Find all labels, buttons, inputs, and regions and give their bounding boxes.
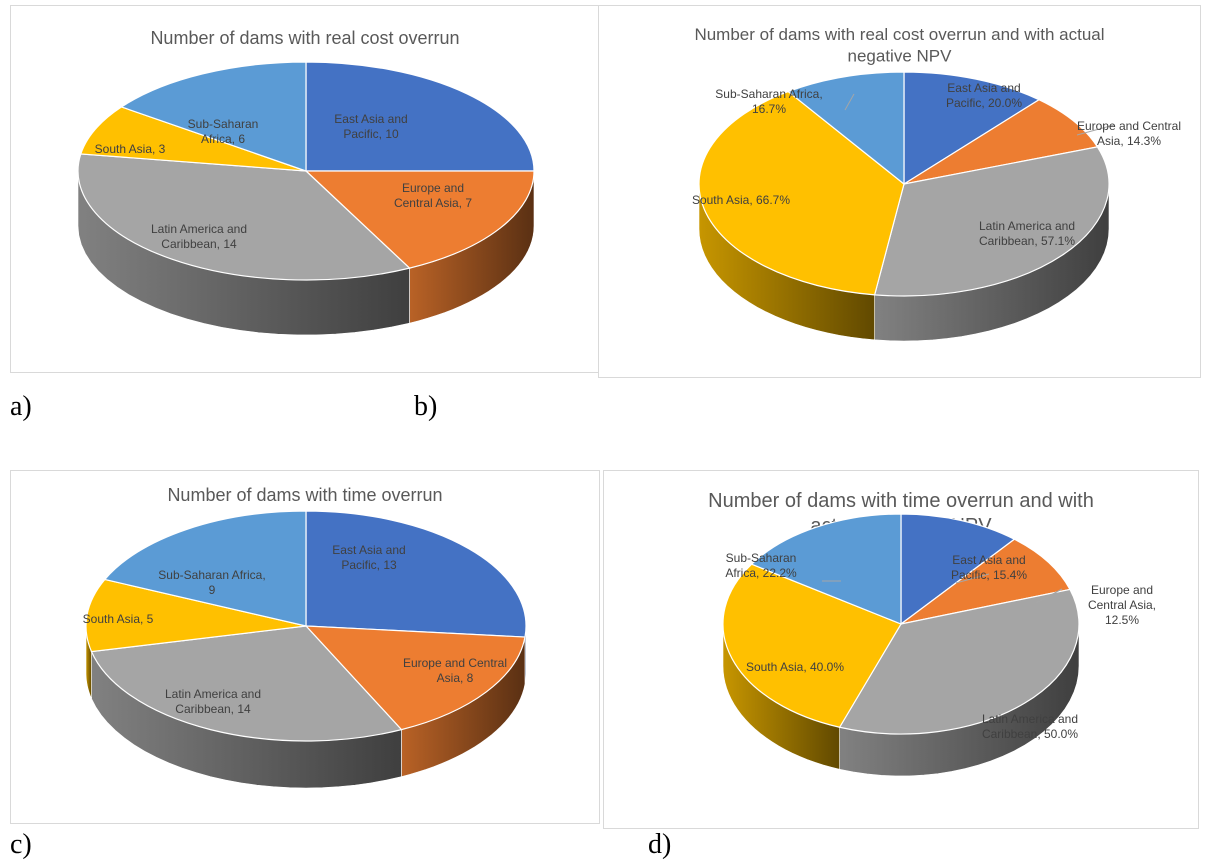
data-label-east-asia-and-pacific: East Asia and Pacific, 15.4%	[951, 553, 1027, 582]
pie-slice-europe-and-central-asia	[903, 99, 1099, 185]
data-label-latin-america-and-caribbean: Latin America and Caribbean, 57.1%	[979, 219, 1075, 248]
leader-line-sub-saharan-africa	[844, 93, 855, 111]
data-label-south-asia: South Asia, 40.0%	[746, 660, 844, 674]
leader-line-europe-and-central-asia	[1035, 588, 1063, 604]
data-label-east-asia-and-pacific: East Asia and Pacific, 13	[332, 543, 405, 572]
pie-slice-south-asia	[85, 578, 307, 653]
pie-slice-europe-and-central-asia	[304, 625, 526, 731]
panel-label-b: b)	[414, 391, 438, 422]
data-label-europe-and-central-asia: Europe and Central Asia, 14.3%	[1077, 119, 1181, 148]
pie-top	[698, 71, 1110, 297]
data-label-east-asia-and-pacific: East Asia and Pacific, 20.0%	[946, 81, 1022, 110]
pie-slice-latin-america-and-caribbean	[873, 146, 1110, 297]
pie-top	[77, 61, 535, 281]
chart-title: Number of dams with time overrun	[167, 485, 442, 505]
leader-line-europe-and-central-asia	[1076, 124, 1115, 136]
pie-slice-latin-america-and-caribbean	[90, 625, 403, 742]
pie-chart-d: Number of dams with time overrun and wit…	[708, 490, 1156, 777]
pie-slice-east-asia-and-pacific	[900, 513, 1016, 626]
leader-line-east-asia-and-pacific	[955, 573, 990, 584]
pie-slice-east-asia-and-pacific	[305, 510, 527, 638]
chart-title: Number of dams with real cost overrun	[150, 28, 459, 48]
chart-panel-b: Number of dams with real cost overrun an…	[598, 5, 1201, 378]
chart-panel-d: Number of dams with time overrun and wit…	[603, 470, 1199, 829]
data-label-latin-america-and-caribbean: Latin America and Caribbean, 50.0%	[982, 712, 1078, 741]
pie-slice-east-asia-and-pacific	[305, 61, 535, 172]
data-label-europe-and-central-asia: Europe and Central Asia, 12.5%	[1088, 583, 1156, 627]
data-label-sub-saharan-africa: Sub-Saharan Africa, 6	[188, 117, 259, 146]
pie-slice-south-asia	[698, 90, 905, 296]
pie-top	[722, 513, 1080, 735]
pie-slice-sub-saharan-africa	[120, 61, 307, 172]
pie-slice-south-asia	[79, 106, 307, 172]
pie-chart-b: Number of dams with real cost overrun an…	[692, 25, 1181, 342]
data-label-east-asia-and-pacific: East Asia and Pacific, 10	[334, 112, 407, 141]
pie-slice-sub-saharan-africa	[750, 513, 902, 625]
panel-label-d: d)	[648, 829, 672, 860]
chart-panel-a: Number of dams with real cost overrun Eas…	[10, 5, 600, 373]
pie-top	[85, 510, 527, 742]
pie-chart-c: Number of dams with time overrun East Asi…	[83, 485, 527, 789]
pie-slice-latin-america-and-caribbean	[838, 588, 1080, 735]
pie-slice-europe-and-central-asia	[304, 170, 535, 269]
pie-slice-latin-america-and-caribbean	[77, 153, 411, 281]
data-label-sub-saharan-africa: Sub-Saharan Africa, 16.7%	[715, 87, 822, 116]
data-label-south-asia: South Asia, 66.7%	[692, 193, 790, 207]
panel-label-a: a)	[10, 391, 32, 422]
chart-title: Number of dams with real cost overrun an…	[694, 25, 1104, 65]
pie-slice-east-asia-and-pacific	[903, 71, 1041, 186]
pie-chart-a: Number of dams with real cost overrun Eas…	[77, 28, 535, 336]
chart-panel-c: Number of dams with time overrun East Asi…	[10, 470, 600, 824]
panel-label-c: c)	[10, 829, 32, 860]
pie-slice-sub-saharan-africa	[103, 510, 307, 627]
data-label-sub-saharan-africa: Sub-Saharan Africa, 22.2%	[725, 551, 797, 580]
data-label-europe-and-central-asia: Europe and Central Asia, 7	[394, 181, 472, 210]
pie-slice-south-asia	[722, 563, 902, 728]
data-label-south-asia: South Asia, 3	[95, 142, 166, 156]
pie-slice-sub-saharan-africa	[786, 71, 905, 186]
data-label-south-asia: South Asia, 5	[83, 612, 154, 626]
pie-slice-europe-and-central-asia	[900, 538, 1071, 625]
data-label-latin-america-and-caribbean: Latin America and Caribbean, 14	[165, 687, 261, 716]
data-label-europe-and-central-asia: Europe and Central Asia, 8	[403, 656, 507, 685]
data-label-latin-america-and-caribbean: Latin America and Caribbean, 14	[151, 222, 247, 251]
data-label-sub-saharan-africa: Sub-Saharan Africa, 9	[158, 568, 265, 597]
